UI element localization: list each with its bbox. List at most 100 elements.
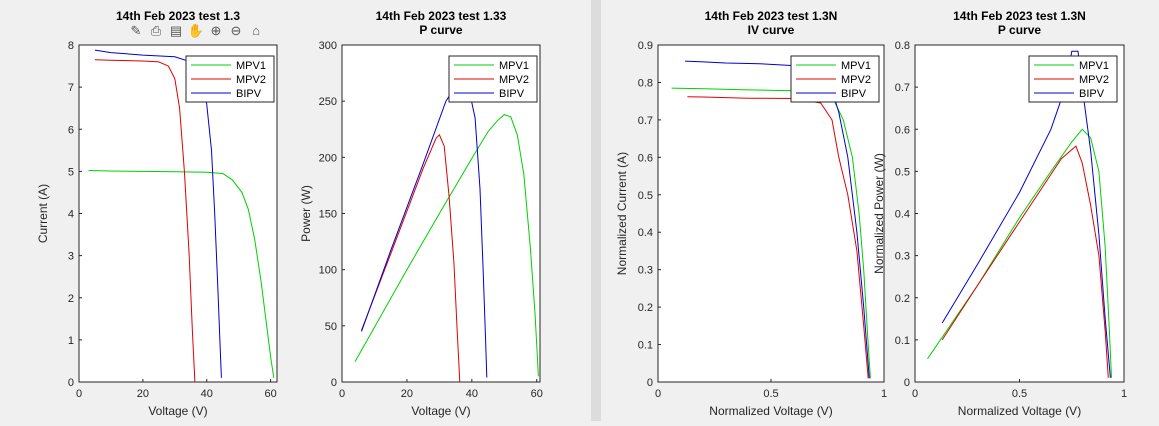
y-tick-label: 0.3 — [895, 251, 910, 263]
y-tick-label: 0 — [331, 377, 337, 389]
y-tick-label: 8 — [68, 40, 74, 52]
y-tick-label: 0.8 — [638, 77, 653, 89]
chart-subtitle: IV curve — [748, 23, 795, 37]
chart-subtitle: P curve — [419, 23, 462, 37]
series-line-mpv2 — [94, 59, 196, 383]
zoom-out-icon[interactable]: ⊖ — [230, 23, 242, 38]
y-tick-label: 200 — [319, 152, 337, 164]
legend-label: MPV1 — [1079, 60, 1109, 72]
figure-window-left: 14th Feb 2023 test 1.3 0 20 40 60 0 1 2 3 4 5 6 7 8 Vo… — [36, 9, 543, 418]
x-axis-label: Voltage (V) — [411, 404, 470, 418]
y-tick-label: 7 — [68, 82, 74, 94]
legend-label: MPV1 — [236, 60, 266, 72]
chart-title: 14th Feb 2023 test 1.3N — [953, 9, 1086, 23]
series-line-mpv2 — [941, 145, 1109, 378]
legend-label: MPV1 — [841, 60, 871, 72]
y-tick-label: 0.4 — [638, 227, 653, 239]
x-tick-label: 40 — [201, 388, 213, 400]
x-tick-label: 1 — [881, 388, 887, 400]
data-tips-icon[interactable]: ▤ — [169, 23, 183, 38]
legend-label: BIPV — [841, 88, 867, 100]
x-tick-label: 0 — [76, 388, 82, 400]
y-tick-label: 4 — [68, 209, 74, 221]
y-tick-label: 0.3 — [638, 265, 653, 277]
series-line-mpv1 — [671, 87, 871, 379]
x-tick-label: 60 — [264, 388, 276, 400]
y-tick-label: 2 — [68, 293, 74, 305]
y-tick-label: 0.9 — [638, 40, 653, 52]
x-tick-label: 20 — [401, 388, 413, 400]
brush-icon[interactable]: ✎ — [130, 23, 142, 38]
y-tick-label: 0.6 — [895, 124, 910, 136]
x-tick-label: 1 — [1121, 388, 1127, 400]
x-tick-label: 0 — [912, 388, 918, 400]
chart-title: 14th Feb 2023 test 1.3N — [705, 9, 838, 23]
y-tick-label: 250 — [319, 96, 337, 108]
legend: MPV1 MPV2 BIPV — [1028, 55, 1118, 103]
window-divider — [591, 0, 601, 421]
x-tick-label: 60 — [531, 388, 543, 400]
legend: MPV1 MPV2 BIPV — [790, 55, 880, 103]
y-tick-label: 100 — [319, 265, 337, 277]
print-icon[interactable]: ⎙ — [150, 23, 162, 38]
x-tick-label: 0 — [339, 388, 345, 400]
pan-hand-icon[interactable]: ✋ — [187, 23, 205, 38]
y-tick-label: 6 — [68, 124, 74, 136]
legend-label: BIPV — [1079, 88, 1105, 100]
y-tick-label: 0.1 — [895, 335, 910, 347]
zoom-in-icon[interactable]: ⊕ — [210, 23, 222, 38]
y-tick-label: 150 — [319, 209, 337, 221]
y-axis-label: Normalized Current (A) — [615, 152, 629, 275]
chart-subtitle: P curve — [998, 23, 1041, 37]
y-tick-label: 0.1 — [638, 340, 653, 352]
y-tick-label: 3 — [68, 251, 74, 263]
legend: MPV1 MPV2 BIPV — [185, 55, 275, 103]
home-icon[interactable]: ⌂ — [252, 23, 260, 38]
chart-title: 14th Feb 2023 test 1.33 — [376, 9, 507, 23]
series-line-mpv2 — [361, 134, 461, 383]
series-line-mpv1 — [88, 170, 275, 378]
y-tick-label: 0.5 — [638, 190, 653, 202]
series-line-bipv — [941, 50, 1111, 378]
axes-toolbar: ✎ ⎙ ▤ ✋ ⊕ ⊖ ⌂ — [127, 22, 265, 40]
chart-2: 14th Feb 2023 test 1.33P curve 0 20 40 60 0 50… — [299, 9, 543, 418]
y-tick-label: 5 — [68, 166, 74, 178]
series-line-mpv1 — [927, 128, 1112, 378]
y-tick-label: 0.6 — [638, 152, 653, 164]
legend-label: MPV2 — [499, 74, 529, 86]
legend-label: MPV2 — [1079, 74, 1109, 86]
legend-label: BIPV — [236, 88, 262, 100]
y-tick-label: 0 — [647, 377, 653, 389]
legend-label: MPV2 — [841, 74, 871, 86]
y-tick-label: 0.7 — [638, 115, 653, 127]
x-tick-label: 0.5 — [1012, 388, 1027, 400]
series-line-mpv1 — [354, 114, 539, 377]
y-tick-label: 0 — [68, 377, 74, 389]
chart-4: 14th Feb 2023 test 1.3NP curve 0 0.5 1 0 0.1 0… — [872, 9, 1127, 418]
legend-label: BIPV — [499, 88, 525, 100]
chart-title: 14th Feb 2023 test 1.3 — [116, 9, 240, 23]
y-tick-label: 0.4 — [895, 209, 910, 221]
y-tick-label: 0.2 — [638, 302, 653, 314]
y-tick-label: 1 — [68, 335, 74, 347]
y-tick-label: 0 — [904, 377, 910, 389]
y-axis-label: Current (A) — [36, 184, 50, 243]
x-tick-label: 0 — [655, 388, 661, 400]
y-axis-label: Normalized Power (W) — [872, 153, 886, 274]
x-tick-label: 40 — [466, 388, 478, 400]
y-tick-label: 300 — [319, 40, 337, 52]
chart-1: 14th Feb 2023 test 1.3 0 20 40 60 0 1 2 3 4 5 6 7 8 Vo… — [36, 9, 278, 418]
x-tick-label: 0.5 — [763, 388, 778, 400]
x-tick-label: 20 — [137, 388, 149, 400]
figure-window-right: 14th Feb 2023 test 1.3N IV curve 0 0.5 1 0 0.1… — [601, 0, 1159, 421]
legend: MPV1 MPV2 BIPV — [448, 55, 538, 103]
legend-label: MPV2 — [236, 74, 266, 86]
x-axis-label: Normalized Voltage (V) — [709, 404, 832, 418]
series-line-mpv2 — [687, 96, 869, 379]
y-tick-label: 0.8 — [895, 40, 910, 52]
x-axis-label: Voltage (V) — [148, 404, 207, 418]
legend-label: MPV1 — [499, 60, 529, 72]
y-tick-label: 0.5 — [895, 166, 910, 178]
